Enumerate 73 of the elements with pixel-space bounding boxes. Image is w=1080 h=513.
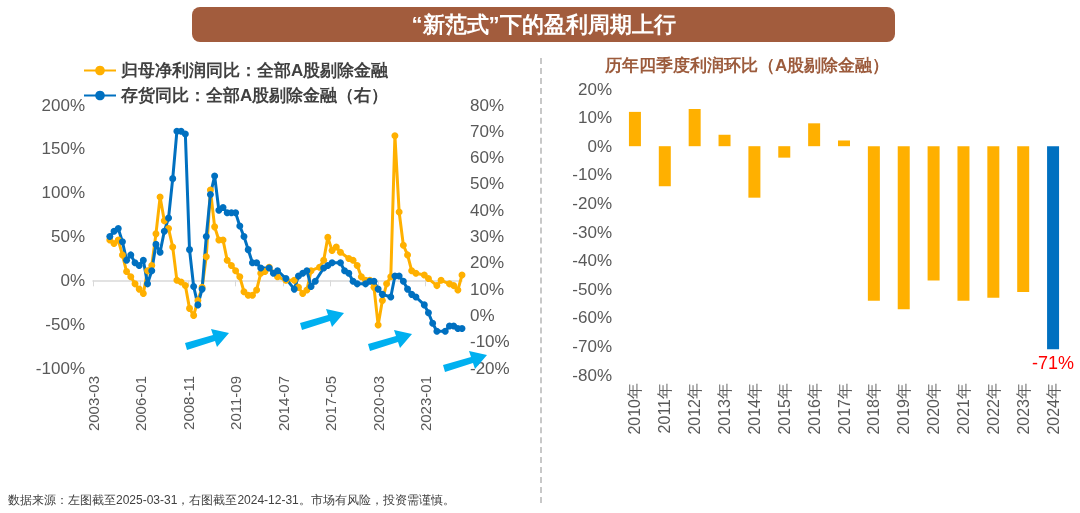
bar	[808, 123, 821, 147]
x-tick-label: 2023年	[1014, 383, 1032, 435]
y2-tick-label: 40%	[470, 200, 505, 220]
x-tick-label: 2011年	[656, 383, 674, 434]
x-tick-label: 2013年	[716, 383, 734, 435]
bar	[748, 146, 761, 198]
x-tick-label: 2008-11	[179, 376, 197, 430]
bar	[778, 146, 791, 158]
y-tick-label: 150%	[41, 139, 85, 159]
bar	[838, 140, 850, 147]
y2-tick-label: 20%	[470, 253, 505, 273]
bar	[867, 146, 880, 301]
y2-tick-label: -10%	[470, 332, 510, 352]
bar	[927, 146, 940, 281]
x-tick-label: 2019年	[895, 383, 913, 435]
y-tick-label: -70%	[572, 336, 612, 356]
y2-tick-label: 30%	[470, 227, 505, 246]
bar	[658, 146, 671, 187]
bar	[718, 134, 731, 147]
x-tick-label: 2024年	[1044, 383, 1062, 435]
y-tick-label: 10%	[577, 108, 612, 128]
x-tick-label: 2020年	[925, 383, 943, 435]
y-tick-label: 20%	[577, 79, 612, 99]
bar	[897, 146, 910, 310]
y-tick-label: 0%	[60, 270, 85, 290]
y-tick-label: 200%	[41, 95, 85, 115]
y2-tick-label: -20%	[470, 358, 510, 378]
data-label: -71%	[1032, 353, 1075, 374]
y2-tick-label: 10%	[470, 279, 505, 299]
x-tick-label: 2016年	[805, 383, 823, 435]
y-tick-label: -80%	[572, 365, 612, 385]
text: “新范式”下的盈利周期上行	[192, 7, 895, 42]
y2-tick-label: 50%	[470, 174, 505, 194]
x-tick-label: 2006-01	[132, 376, 150, 432]
y-tick-label: -60%	[572, 308, 612, 328]
legend-label: 归母净利润同比：全部A股剔除金融	[120, 61, 390, 80]
y-tick-label: 100%	[41, 183, 85, 203]
x-tick-label: 2017年	[835, 383, 853, 435]
y-tick-label: -20%	[572, 193, 612, 213]
x-tick-label: 2023-01	[417, 376, 435, 432]
y-tick-label: -40%	[572, 251, 612, 271]
x-tick-label: 2020-03	[369, 376, 387, 432]
x-tick-label: 2014-07	[274, 376, 292, 432]
x-tick-label: 2011-09	[227, 376, 245, 430]
y-tick-label: 50%	[50, 227, 85, 246]
bar	[1017, 146, 1030, 293]
y2-tick-label: 70%	[470, 121, 505, 141]
x-tick-label: 2014年	[745, 383, 763, 435]
y-tick-label: 0%	[587, 136, 612, 156]
bar	[987, 146, 1000, 298]
x-tick-label: 2015年	[775, 383, 793, 435]
x-tick-label: 2018年	[865, 383, 883, 435]
bar	[957, 146, 970, 301]
y2-tick-label: 0%	[470, 305, 495, 325]
bar	[628, 111, 641, 147]
x-tick-label: 2012年	[686, 383, 704, 435]
y-tick-label: -50%	[572, 279, 612, 299]
x-tick-label: 2010年	[626, 383, 644, 435]
y-tick-label: -10%	[572, 165, 612, 185]
y-tick-label: -50%	[45, 314, 85, 334]
y-tick-label: -100%	[35, 358, 85, 378]
bar	[1047, 146, 1060, 350]
source-note: 数据来源：左图截至2025-03-31，右图截至2024-12-31。市场有风险，投资需谨慎。	[8, 492, 455, 509]
legend-label: 存货同比：全部A股剔除金融（右）	[120, 86, 389, 105]
x-tick-label: 2021年	[954, 383, 972, 435]
x-tick-label: 2017-05	[322, 376, 340, 432]
x-tick-label: 2003-03	[84, 376, 102, 432]
bar	[688, 109, 701, 147]
y2-tick-label: 60%	[470, 148, 505, 168]
x-tick-label: 2022年	[984, 383, 1002, 435]
y2-tick-label: 80%	[470, 95, 505, 115]
y-tick-label: -30%	[572, 222, 612, 242]
chart-title: 历年四季度利润环比（A股剔除金融）	[604, 56, 890, 75]
